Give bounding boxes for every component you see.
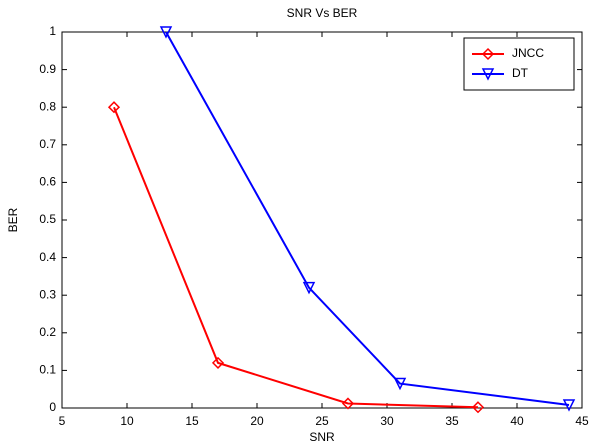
x-tick-label: 30: [380, 414, 394, 428]
x-axis-label: SNR: [309, 430, 335, 444]
y-tick-label: 0.7: [39, 137, 56, 151]
marker: [107, 101, 121, 114]
x-tick-label: 35: [445, 414, 459, 428]
y-tick-label: 0.8: [39, 99, 56, 113]
series-line: [165, 31, 570, 406]
x-tick-label: 20: [250, 414, 264, 428]
marker: [393, 377, 407, 391]
y-tick-label: 0.2: [39, 325, 56, 339]
legend-box: [463, 37, 575, 91]
y-tick-label: 0.1: [39, 363, 56, 377]
marker: [159, 26, 173, 39]
marker: [302, 281, 316, 295]
marker: [562, 399, 576, 412]
y-tick-label: 0.6: [39, 175, 56, 189]
marker: [481, 47, 495, 61]
x-tick-label: 25: [315, 414, 329, 428]
x-tick-label: 40: [510, 414, 524, 428]
marker: [341, 397, 355, 410]
x-tick-label: 15: [185, 414, 199, 428]
chart-title: SNR Vs BER: [287, 6, 358, 20]
legend-label: JNCC: [512, 46, 544, 60]
legend-label: DT: [512, 66, 529, 80]
x-tick-label: 5: [59, 414, 66, 428]
y-tick-label: 0.9: [39, 62, 56, 76]
marker: [211, 356, 225, 369]
y-tick-label: 0.3: [39, 287, 56, 301]
y-tick-label: 1: [49, 24, 56, 38]
x-tick-label: 45: [575, 414, 589, 428]
y-tick-label: 0.4: [39, 250, 56, 264]
y-tick-label: 0: [49, 400, 56, 414]
y-axis-label: BER: [6, 207, 20, 232]
x-tick-label: 10: [120, 414, 134, 428]
y-tick-label: 0.5: [39, 212, 56, 226]
marker: [481, 68, 495, 81]
legend: JNCC DT: [463, 37, 575, 91]
marker: [471, 401, 485, 414]
series-line: [113, 106, 479, 409]
